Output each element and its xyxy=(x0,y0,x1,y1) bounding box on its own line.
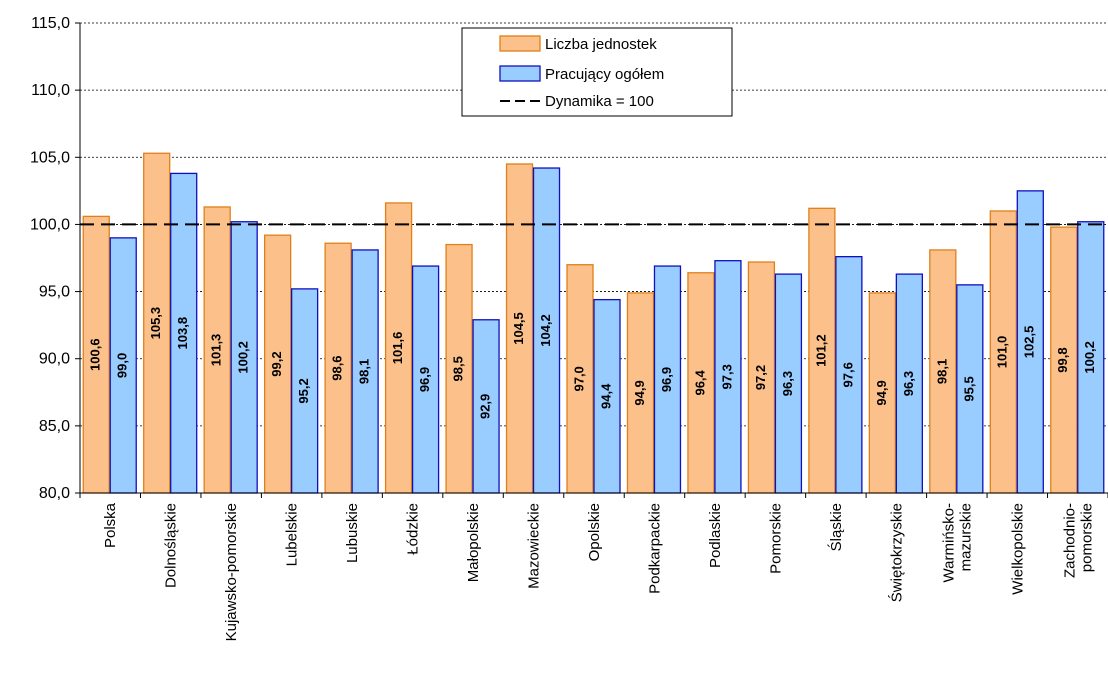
x-tick-label: Małopolskie xyxy=(465,503,482,582)
x-tick-label: Kujawsko-pomorskie xyxy=(223,503,240,641)
y-tick-label: 80,0 xyxy=(39,485,70,502)
legend-label-liczba: Liczba jednostek xyxy=(545,36,657,53)
x-tick-label: Mazowieckie xyxy=(526,503,543,589)
data-label-liczba: 94,9 xyxy=(632,380,647,405)
x-tick-label: Lubelskie xyxy=(284,503,301,566)
y-tick-label: 115,0 xyxy=(31,15,70,32)
bar-liczba xyxy=(868,292,897,494)
data-label-liczba: 97,0 xyxy=(571,366,586,391)
data-label-pracujacy: 95,5 xyxy=(961,376,976,401)
data-label-pracujacy: 100,2 xyxy=(1082,341,1097,374)
x-tick-label: Polska xyxy=(102,502,119,548)
y-ticks: 80,0 85,0 90,0 95,0 100,0 105,0 110,0 115,0 xyxy=(30,15,80,502)
bar-pracujacy xyxy=(956,284,984,494)
data-labels: 100,6 105,3 101,3 99,2 98,6 101,6 98,5 104,5 97,… xyxy=(88,307,1098,419)
data-label-pracujacy: 96,9 xyxy=(417,367,432,392)
bar-pracujacy xyxy=(411,265,440,494)
bar-pracujacy xyxy=(895,273,924,494)
bar-liczba xyxy=(929,249,957,494)
x-tick-label: Łódzkie xyxy=(405,503,422,555)
bar-liczba xyxy=(143,152,171,494)
y-tick-label: 105,0 xyxy=(30,149,70,166)
data-label-liczba: 98,1 xyxy=(934,359,949,384)
data-label-liczba: 104,5 xyxy=(511,312,526,345)
data-label-liczba: 98,5 xyxy=(450,356,465,381)
data-label-liczba: 97,2 xyxy=(753,365,768,390)
x-tick-label: Śląskie xyxy=(827,503,845,551)
bar-liczba xyxy=(808,207,836,494)
bar-pracujacy xyxy=(1077,221,1105,494)
bar-pracujacy xyxy=(653,265,682,494)
data-label-pracujacy: 92,9 xyxy=(477,394,492,419)
bar-liczba xyxy=(989,210,1017,494)
data-label-liczba: 105,3 xyxy=(148,307,163,340)
data-label-liczba: 100,6 xyxy=(88,338,103,371)
data-label-pracujacy: 97,6 xyxy=(840,362,855,387)
x-tick-label: Warmińsko-mazurskie xyxy=(940,503,974,582)
bar-pracujacy xyxy=(774,273,803,494)
data-label-liczba: 101,3 xyxy=(209,334,224,367)
data-label-pracujacy: 100,2 xyxy=(236,341,251,374)
y-tick-label: 90,0 xyxy=(39,351,70,368)
data-label-pracujacy: 99,0 xyxy=(115,353,130,378)
legend-swatch-liczba xyxy=(499,35,541,52)
data-label-liczba: 101,0 xyxy=(995,336,1010,369)
data-label-liczba: 101,2 xyxy=(813,334,828,367)
x-tick-label: Pomorskie xyxy=(767,503,784,574)
legend-label-pracujacy: Pracujący ogółem xyxy=(545,66,664,83)
bar-liczba xyxy=(1050,226,1078,494)
bar-pracujacy xyxy=(835,256,863,494)
data-label-pracujacy: 94,4 xyxy=(598,383,613,409)
data-label-pracujacy: 96,9 xyxy=(659,367,674,392)
bar-liczba xyxy=(82,215,110,494)
y-tick-label: 110,0 xyxy=(31,82,70,99)
bar-pracujacy xyxy=(230,221,258,494)
data-label-pracujacy: 97,3 xyxy=(719,364,734,389)
x-ticks: Polska Dolnośląskie Kujawsko-pomorskie Lube… xyxy=(79,493,1108,641)
bar-pracujacy xyxy=(170,172,198,494)
data-label-pracujacy: 96,3 xyxy=(780,371,795,396)
bar-liczba xyxy=(566,264,594,494)
x-tick-label: Opolskie xyxy=(586,503,603,561)
bar-pracujacy xyxy=(532,167,561,494)
legend: Liczba jednostek Pracujący ogółem Dynami… xyxy=(461,27,733,117)
x-tick-label: Lubuskie xyxy=(344,503,361,563)
x-tick-label: Świętokrzyskie xyxy=(887,503,905,602)
data-label-pracujacy: 103,8 xyxy=(175,317,190,350)
bar-liczba xyxy=(626,292,655,494)
x-tick-label: Zachodnio-pomorskie xyxy=(1061,503,1095,578)
y-tick-label: 85,0 xyxy=(39,418,70,435)
x-tick-label: Podlaskie xyxy=(707,503,724,568)
bar-pracujacy xyxy=(1016,190,1044,494)
data-label-pracujacy: 95,2 xyxy=(296,378,311,403)
legend-swatch-pracujacy xyxy=(499,65,541,82)
y-tick-label: 95,0 xyxy=(39,284,70,301)
bar-liczba xyxy=(747,261,776,494)
data-label-liczba: 94,9 xyxy=(874,380,889,405)
legend-label-dynamika: Dynamika = 100 xyxy=(545,93,654,110)
y-tick-label: 100,0 xyxy=(30,216,70,233)
bar-pracujacy xyxy=(593,298,621,494)
data-label-pracujacy: 96,3 xyxy=(901,371,916,396)
bar-pracujacy xyxy=(351,249,379,494)
data-label-liczba: 101,6 xyxy=(390,332,405,365)
data-label-liczba: 99,8 xyxy=(1055,347,1070,372)
bar-liczba xyxy=(505,163,534,494)
bar-pracujacy xyxy=(714,260,742,494)
data-label-liczba: 96,4 xyxy=(692,369,707,395)
data-label-pracujacy: 104,2 xyxy=(538,314,553,347)
data-label-pracujacy: 102,5 xyxy=(1022,326,1037,359)
data-label-liczba: 98,6 xyxy=(330,355,345,380)
bars xyxy=(82,152,1105,494)
data-label-pracujacy: 98,1 xyxy=(357,359,372,384)
data-label-liczba: 99,2 xyxy=(269,351,284,376)
x-tick-label: Dolnośląskie xyxy=(163,503,180,588)
x-tick-label: Wielkopolskie xyxy=(1009,503,1026,595)
bar-pracujacy xyxy=(109,237,137,494)
x-tick-label: Podkarpackie xyxy=(646,503,663,594)
